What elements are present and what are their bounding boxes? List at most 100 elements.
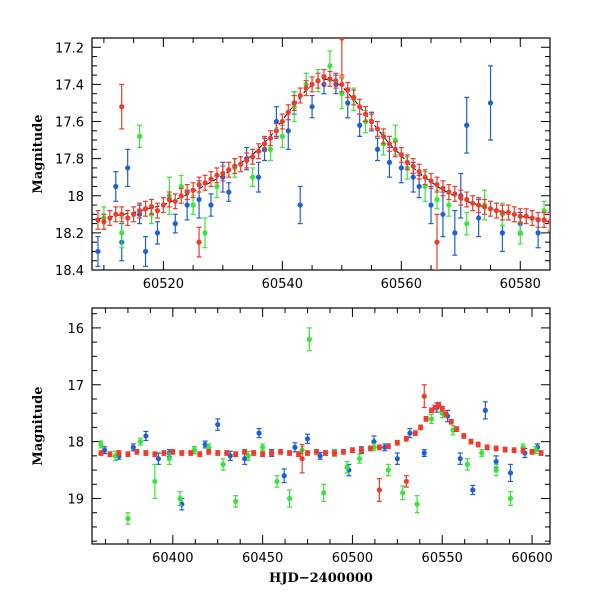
bottom-data-points <box>98 327 544 525</box>
bottom-data-point <box>412 430 418 436</box>
top-data-point <box>493 208 500 214</box>
top-data-point <box>160 202 166 208</box>
top-panel: 60520 60540 60560 60580 17.2 17.4 17.6 17.8 18 18… <box>31 37 551 292</box>
bottom-plot-frame <box>91 307 551 545</box>
top-data-point <box>226 167 232 173</box>
top-data-point <box>333 78 339 84</box>
bottom-data-point <box>256 430 262 436</box>
bottom-y-tick-label: 19 <box>67 493 84 508</box>
top-data-point <box>107 215 113 221</box>
bottom-data-point <box>101 447 108 453</box>
bottom-y-axis-label: Magnitude <box>31 386 46 465</box>
bottom-data-point <box>112 453 118 459</box>
bottom-data-point <box>414 501 420 507</box>
top-data-point <box>440 185 446 191</box>
top-data-point <box>279 118 285 125</box>
top-data-point <box>547 219 550 225</box>
top-data-point <box>476 215 482 221</box>
top-data-point <box>285 109 291 115</box>
top-data-point <box>434 239 440 245</box>
top-data-point <box>220 170 226 177</box>
bottom-data-point <box>143 433 149 439</box>
top-data-point <box>309 81 315 87</box>
top-data-point <box>131 211 137 217</box>
bottom-data-point <box>367 445 373 452</box>
bottom-data-point <box>457 456 463 462</box>
top-x-tick-label: 60560 <box>381 277 422 292</box>
bottom-data-point <box>423 416 429 422</box>
top-data-point <box>517 230 523 236</box>
bottom-data-point <box>385 443 391 449</box>
bottom-data-point <box>529 449 535 455</box>
top-data-point <box>368 118 375 125</box>
top-data-point <box>154 208 161 214</box>
bottom-data-point <box>242 449 248 455</box>
top-data-point <box>487 206 494 212</box>
top-data-point <box>374 126 381 132</box>
bottom-data-point <box>304 450 311 456</box>
bottom-data-point <box>233 498 239 504</box>
top-data-point <box>487 100 494 106</box>
bottom-data-point <box>220 461 226 467</box>
bottom-data-point <box>394 456 400 462</box>
bottom-data-point <box>299 456 305 462</box>
top-data-point <box>267 135 274 141</box>
top-data-point <box>95 248 101 255</box>
bottom-data-point <box>507 470 514 476</box>
top-x-tick-label: 60540 <box>262 277 303 292</box>
top-data-point <box>196 182 202 188</box>
bottom-data-point <box>206 444 212 450</box>
top-data-point <box>464 221 470 227</box>
top-data-point <box>261 141 268 147</box>
top-data-point <box>125 215 131 221</box>
top-data-point <box>351 94 357 100</box>
bottom-panel: 60400 60450 60500 60550 60600 16 17 18 19 Magnit… <box>31 307 553 586</box>
bottom-data-point <box>161 450 167 456</box>
bottom-data-point <box>227 453 233 459</box>
top-data-point <box>535 217 541 223</box>
bottom-data-point <box>385 467 391 473</box>
top-data-point <box>309 104 315 110</box>
top-data-point <box>321 74 327 80</box>
bottom-data-point <box>215 421 221 428</box>
top-data-point <box>279 133 285 139</box>
top-data-point <box>249 174 256 180</box>
top-data-point <box>184 202 190 208</box>
bottom-data-point <box>400 490 406 496</box>
bottom-data-point <box>215 450 221 456</box>
top-data-point <box>136 133 143 139</box>
bottom-data-point <box>125 515 131 522</box>
top-data-point <box>499 209 506 216</box>
top-data-point <box>208 176 214 182</box>
top-data-point <box>208 202 214 208</box>
top-data-point <box>404 159 410 165</box>
bottom-data-point <box>260 451 266 457</box>
top-data-point <box>434 196 440 203</box>
top-data-point <box>267 146 274 152</box>
top-data-point <box>523 213 529 219</box>
top-data-point <box>410 174 416 180</box>
bottom-data-point <box>166 456 172 462</box>
top-data-point <box>297 202 303 208</box>
top-data-point <box>386 159 393 165</box>
bottom-data-point <box>443 411 449 417</box>
bottom-data-point <box>520 448 526 454</box>
top-plot-frame <box>91 37 551 271</box>
bottom-y-tick-label: 18 <box>67 436 84 451</box>
top-data-point <box>380 133 387 139</box>
top-data-point <box>184 189 190 195</box>
bottom-data-point <box>454 426 460 432</box>
bottom-data-point <box>358 447 365 453</box>
bottom-x-tick-label: 60400 <box>152 551 193 566</box>
top-x-tick-label: 60580 <box>500 277 541 292</box>
top-data-point <box>422 174 428 180</box>
bottom-data-point <box>137 439 144 445</box>
bottom-tick-labels: 60400 60450 60500 60550 60600 16 17 18 19 <box>67 322 552 566</box>
top-data-point <box>172 221 178 227</box>
top-data-point <box>154 230 161 236</box>
top-data-point <box>345 100 351 106</box>
bottom-data-point <box>107 451 113 457</box>
bottom-data-point <box>143 450 149 456</box>
top-data-point <box>255 148 262 154</box>
